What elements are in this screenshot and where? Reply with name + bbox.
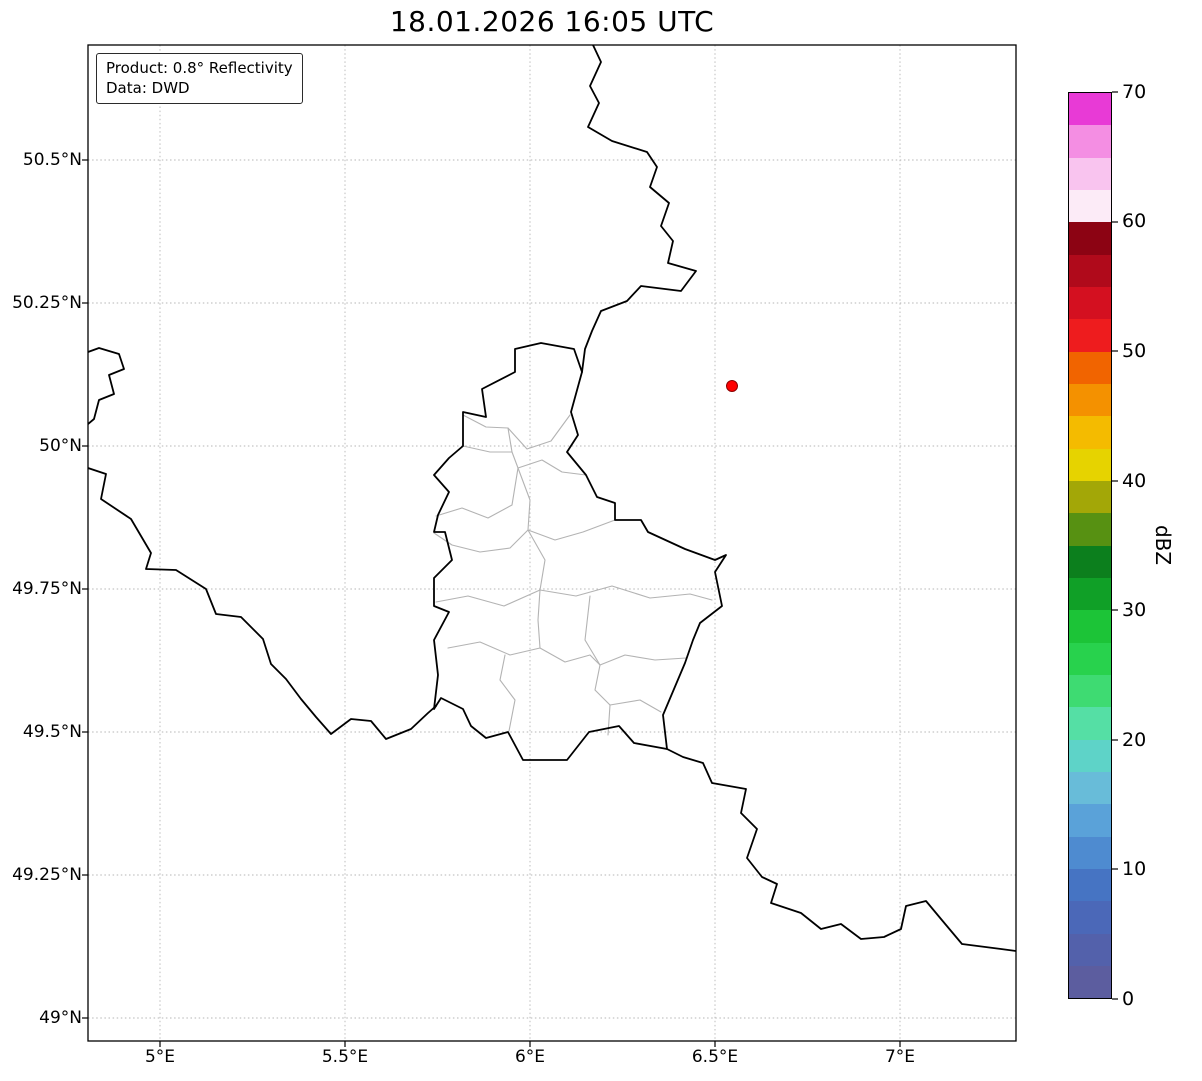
lat-tick-label: 49.75°N xyxy=(12,579,82,599)
colorbar-ticks xyxy=(1112,91,1118,1000)
colorbar-segment xyxy=(1069,448,1111,481)
colorbar-segment xyxy=(1069,674,1111,708)
colorbar-segment xyxy=(1069,868,1111,902)
colorbar-segment xyxy=(1069,901,1111,934)
border-france-germany xyxy=(666,748,1016,952)
colorbar-tick-label: 40 xyxy=(1122,470,1147,492)
colorbar-segment xyxy=(1069,545,1111,578)
district-borders xyxy=(433,414,713,736)
lat-tick-label: 50°N xyxy=(39,436,82,456)
product-line: Product: 0.8° Reflectivity xyxy=(106,59,293,77)
colorbar xyxy=(1068,92,1112,999)
lat-tick-label: 49°N xyxy=(39,1008,82,1028)
colorbar-unit-label: dBZ xyxy=(1151,524,1175,566)
colorbar-segment xyxy=(1069,222,1111,255)
lon-tick-label: 5.5°E xyxy=(321,1047,369,1067)
colorbar-segment xyxy=(1069,93,1111,126)
lon-tick-label: 6.5°E xyxy=(691,1047,739,1067)
colorbar-segment xyxy=(1069,480,1111,514)
border-givet-salient xyxy=(88,347,125,425)
colorbar-segment xyxy=(1069,189,1111,223)
lat-tick-label: 50.5°N xyxy=(22,150,82,170)
figure-title: 18.01.2026 16:05 UTC xyxy=(389,5,715,38)
radar-site-marker-edge xyxy=(726,380,738,392)
lon-tick-label: 7°E xyxy=(884,1047,916,1067)
axis-ticks xyxy=(82,159,901,1047)
colorbar-segment xyxy=(1069,577,1111,611)
colorbar-segment xyxy=(1069,610,1111,643)
colorbar-segment xyxy=(1069,965,1111,999)
lon-tick-label: 5°E xyxy=(144,1047,176,1067)
colorbar-segment xyxy=(1069,642,1111,675)
colorbar-tick-label: 30 xyxy=(1122,599,1147,621)
colorbar-segment xyxy=(1069,933,1111,966)
colorbar-segment xyxy=(1069,157,1111,190)
colorbar-segment xyxy=(1069,836,1111,869)
country-borders xyxy=(88,45,1016,952)
colorbar-segments xyxy=(1069,93,1111,999)
lat-tick-label: 49.25°N xyxy=(12,865,82,885)
gridlines xyxy=(88,45,1016,1041)
colorbar-segment xyxy=(1069,286,1111,320)
colorbar-segment xyxy=(1069,513,1111,546)
colorbar-segment xyxy=(1069,125,1111,158)
plot-frame xyxy=(87,44,1017,1042)
colorbar-segment xyxy=(1069,254,1111,287)
colorbar-segment xyxy=(1069,804,1111,837)
colorbar-segment xyxy=(1069,351,1111,384)
product-info-box: Product: 0.8° Reflectivity Data: DWD xyxy=(96,53,303,104)
lat-tick-label: 49.5°N xyxy=(22,722,82,742)
colorbar-tick-label: 60 xyxy=(1122,210,1147,232)
data-source-line: Data: DWD xyxy=(106,79,190,98)
colorbar-tick-label: 0 xyxy=(1122,988,1135,1010)
colorbar-tick-label: 20 xyxy=(1122,729,1147,751)
colorbar-segment xyxy=(1069,771,1111,805)
colorbar-segment xyxy=(1069,416,1111,449)
lon-tick-label: 6°E xyxy=(514,1047,546,1067)
colorbar-segment xyxy=(1069,707,1111,740)
plot-background xyxy=(88,45,1016,1041)
radar-site-marker xyxy=(726,380,738,392)
colorbar-segment xyxy=(1069,383,1111,417)
colorbar-segment xyxy=(1069,739,1111,772)
border-belgium-germany xyxy=(581,45,697,373)
border-luxembourg xyxy=(433,342,727,761)
border-belgium-france xyxy=(88,467,437,740)
lat-tick-label: 50.25°N xyxy=(12,293,82,313)
colorbar-tick-label: 10 xyxy=(1122,858,1147,880)
colorbar-tick-label: 50 xyxy=(1122,340,1147,362)
colorbar-segment xyxy=(1069,319,1111,352)
colorbar-tick-label: 70 xyxy=(1122,81,1147,103)
